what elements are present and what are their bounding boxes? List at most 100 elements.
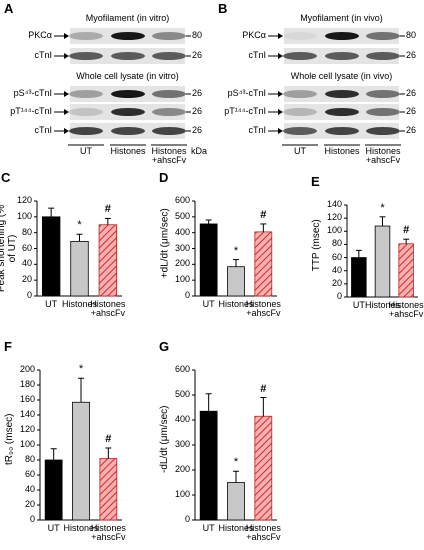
y-tick-label: 0 <box>29 514 35 524</box>
y-tick-label: 100 <box>326 225 342 236</box>
x-tick-label: Histones <box>218 299 254 309</box>
bar <box>227 266 245 297</box>
y-tick-label: 300 <box>174 439 190 449</box>
significance-marker: # <box>403 224 410 237</box>
lane-label: Histones <box>324 146 360 156</box>
significance-marker: * <box>380 201 385 214</box>
blot-band <box>325 127 359 135</box>
blot-band <box>366 127 400 135</box>
significance-marker: * <box>233 244 239 257</box>
kda-label: 26 <box>406 50 417 60</box>
error-bar <box>233 470 239 483</box>
error-bar <box>205 393 212 412</box>
y-tick-label: 160 <box>19 394 35 404</box>
blot-band <box>111 90 145 98</box>
arrow-head <box>64 109 69 115</box>
y-tick-label: 20 <box>21 274 32 285</box>
significance-marker: * <box>233 456 239 469</box>
x-tick-label: Histones +ahscFv <box>388 300 424 320</box>
error-bar <box>403 238 410 244</box>
blot-band <box>152 127 186 135</box>
arrow-head <box>278 128 283 134</box>
y-tick-label: 120 <box>19 424 35 434</box>
bar <box>254 231 273 297</box>
bar <box>41 216 61 297</box>
y-tick-label: 120 <box>326 212 342 223</box>
bar <box>72 401 90 521</box>
y-tick-label: 0 <box>184 514 190 524</box>
x-tick-label: Histones +ahscFv <box>245 299 281 319</box>
x-tick-label: Histones +ahscFv <box>245 523 281 543</box>
blot-row-label: pT¹⁴⁴-cTnI <box>224 106 266 116</box>
error-bar <box>105 447 112 459</box>
panel-label: F <box>4 339 12 354</box>
section-title: Whole cell lysate (in vitro) <box>76 71 179 81</box>
kda-label: 26 <box>406 125 417 135</box>
panel-label: A <box>4 1 14 16</box>
blot-band <box>325 90 359 98</box>
significance-marker: # <box>104 203 111 216</box>
blot-band <box>325 52 359 60</box>
blot-band <box>366 108 400 116</box>
blot-band <box>69 32 103 40</box>
blot-band <box>283 32 317 40</box>
section-title: Myofilament (in vitro) <box>85 13 170 23</box>
x-tick-label: UT <box>45 299 58 309</box>
x-tick-label: UT <box>47 523 60 533</box>
blot-band <box>111 52 145 60</box>
y-tick-label: 0 <box>26 290 32 300</box>
significance-marker: * <box>77 219 82 232</box>
bar <box>374 225 391 298</box>
y-tick-label: 20 <box>24 499 35 509</box>
blot-row-label: pS⁴³-cTnI <box>13 88 52 98</box>
panel-label: G <box>159 339 170 354</box>
lane-label: UT <box>294 146 306 156</box>
kda-label: 80 <box>406 30 417 40</box>
blot-band <box>283 90 317 98</box>
blot-band <box>366 32 400 40</box>
bar <box>99 458 118 521</box>
y-tick-label: 140 <box>19 409 35 419</box>
bar <box>254 415 273 521</box>
x-tick-label: Histones <box>364 300 400 310</box>
y-tick-label: 600 <box>174 195 190 205</box>
blot-row-label: pS⁴³-cTnI <box>227 88 266 98</box>
kda-label: 80 <box>192 30 203 40</box>
kda-label: 26 <box>192 106 203 116</box>
blot-band <box>152 90 186 98</box>
arrow-head <box>64 53 69 59</box>
y-tick-label: 180 <box>19 379 35 389</box>
section-title: Myofilament (in vivo) <box>300 13 383 23</box>
error-bar <box>78 377 84 403</box>
error-bar <box>205 219 212 224</box>
bar <box>98 224 118 297</box>
bar <box>199 223 218 297</box>
significance-marker: # <box>260 208 267 221</box>
y-tick-label: 100 <box>16 210 32 221</box>
y-tick-label: 60 <box>24 469 35 479</box>
x-tick-label: UT <box>202 523 215 533</box>
blot-band <box>152 52 186 60</box>
y-tick-label: 60 <box>21 242 32 253</box>
blot-band <box>69 90 103 98</box>
y-tick-label: 60 <box>331 251 342 262</box>
bar <box>398 243 414 298</box>
y-tick-label: 200 <box>19 364 35 374</box>
y-tick-label: 40 <box>21 258 32 269</box>
blot-row-label: cTnI <box>34 50 52 60</box>
lane-label: UT <box>80 146 92 156</box>
lane-label: Histones <box>110 146 146 156</box>
significance-marker: * <box>78 363 84 376</box>
y-tick-label: 500 <box>174 389 190 399</box>
x-tick-label: Histones <box>218 523 254 533</box>
y-tick-label: 100 <box>19 439 35 449</box>
y-tick-label: 80 <box>331 238 342 249</box>
x-tick-label: UT <box>352 300 365 310</box>
blot-band <box>111 127 145 135</box>
error-bar <box>104 217 111 225</box>
blot-band <box>283 127 317 135</box>
y-tick-label: 100 <box>174 274 190 285</box>
kda-label: 26 <box>192 125 203 135</box>
error-bar <box>233 259 239 267</box>
